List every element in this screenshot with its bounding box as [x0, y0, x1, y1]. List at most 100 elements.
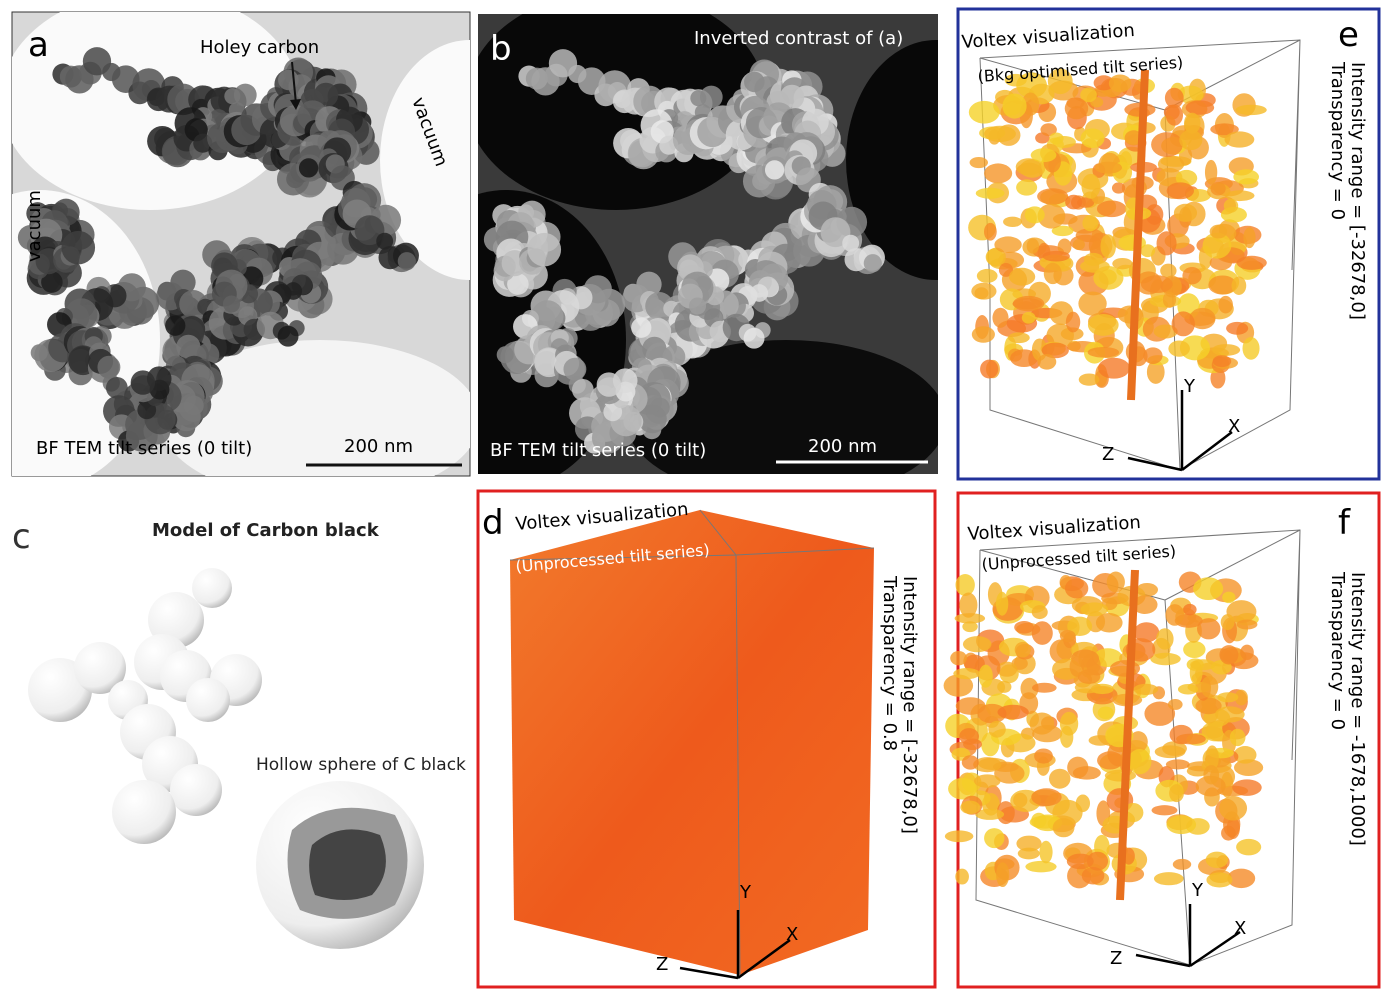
- blob: [1027, 238, 1039, 253]
- panel-d: d Voltex visualization (Unprocessed tilt…: [478, 491, 935, 987]
- blob: [962, 755, 979, 769]
- blob: [996, 592, 1008, 616]
- blob: [1165, 604, 1184, 626]
- blob: [1039, 841, 1052, 864]
- blob: [1155, 745, 1186, 758]
- blob: [1096, 613, 1123, 632]
- panel-label: c: [12, 517, 31, 557]
- panel-label: d: [482, 503, 504, 543]
- blob: [1081, 654, 1100, 675]
- axis-label: Y: [1183, 376, 1196, 397]
- particle: [165, 316, 185, 336]
- blob: [1016, 179, 1037, 195]
- blob: [1166, 104, 1183, 125]
- blob: [1134, 684, 1159, 695]
- blob: [1150, 653, 1180, 665]
- sphere: [112, 780, 176, 844]
- axis-label: X: [1228, 416, 1240, 437]
- intensity: Intensity range = -1678,1000]: [1347, 572, 1368, 846]
- blob: [984, 126, 1016, 142]
- blob: [1107, 572, 1125, 593]
- blob: [1079, 373, 1100, 385]
- blob: [1109, 74, 1132, 92]
- blob: [1065, 195, 1082, 210]
- blob: [977, 269, 998, 283]
- scale-label: 200 nm: [344, 436, 413, 457]
- blob: [988, 721, 1005, 738]
- blob: [1236, 105, 1267, 115]
- blob: [1078, 291, 1106, 315]
- annotation: Holey carbon: [200, 37, 319, 58]
- blob: [1219, 796, 1247, 821]
- blob: [1025, 861, 1056, 872]
- blob: [1213, 355, 1232, 367]
- blob: [1003, 217, 1022, 227]
- blob: [1044, 263, 1062, 284]
- blob: [1176, 734, 1206, 745]
- blob: [1053, 818, 1075, 837]
- blob: [971, 283, 996, 300]
- blob: [1206, 852, 1228, 868]
- blob: [969, 101, 1000, 124]
- blob: [959, 728, 979, 745]
- volume: [510, 510, 874, 975]
- particle: [597, 372, 621, 396]
- blob: [1212, 344, 1240, 356]
- blob: [945, 830, 974, 842]
- blob: [1143, 347, 1162, 364]
- blob: [1088, 314, 1119, 336]
- blob: [997, 681, 1011, 693]
- blob: [1232, 276, 1247, 294]
- panel-f: f Voltex visualization (Unprocessed tilt…: [944, 493, 1379, 987]
- blob: [1168, 699, 1183, 710]
- blob: [1037, 188, 1068, 204]
- blob: [1018, 848, 1040, 860]
- blob: [1227, 817, 1240, 839]
- blob: [1205, 160, 1217, 185]
- blob: [1211, 182, 1226, 196]
- blob: [984, 163, 1012, 183]
- panel-c: c Model of Carbon black Hollow sphere of…: [12, 517, 466, 949]
- blob: [1183, 604, 1196, 616]
- annotation: vacuum: [24, 190, 45, 262]
- blob: [974, 774, 1001, 787]
- blob: [1013, 296, 1044, 311]
- intensity: Intensity range = [-32678,0]: [899, 576, 920, 834]
- blob: [1203, 765, 1219, 784]
- blob: [1095, 162, 1122, 174]
- sphere: [170, 764, 222, 816]
- annotation: Hollow sphere of C black: [256, 755, 466, 775]
- particle: [690, 90, 706, 106]
- blob: [1025, 206, 1045, 223]
- blob: [1098, 706, 1114, 719]
- blob: [970, 157, 988, 168]
- blob: [1032, 621, 1053, 645]
- blob: [979, 665, 993, 688]
- blob: [1206, 872, 1232, 887]
- blob: [1243, 227, 1255, 248]
- panel-e: e Voltex visualization (Bkg optimised ti…: [958, 9, 1379, 479]
- blob: [1084, 253, 1103, 266]
- blob: [1156, 628, 1173, 649]
- blob: [1183, 641, 1205, 658]
- blob: [1073, 766, 1101, 779]
- blob: [1166, 759, 1190, 769]
- blob: [1225, 131, 1255, 147]
- blob: [953, 668, 980, 679]
- blob: [1118, 305, 1143, 323]
- blob: [1022, 312, 1036, 324]
- blob: [1224, 199, 1238, 213]
- blob: [1210, 225, 1228, 239]
- blob: [1242, 337, 1259, 360]
- blob: [1232, 779, 1261, 795]
- blob: [1151, 132, 1183, 157]
- transparency: Transparency = 0.8: [879, 575, 900, 751]
- blob: [1098, 358, 1130, 379]
- blob: [997, 705, 1028, 720]
- blob: [1215, 706, 1245, 722]
- blob: [1032, 605, 1048, 619]
- blob: [1034, 748, 1053, 763]
- panel-label: e: [1338, 15, 1359, 55]
- blob: [1236, 839, 1261, 856]
- blob: [1128, 749, 1152, 774]
